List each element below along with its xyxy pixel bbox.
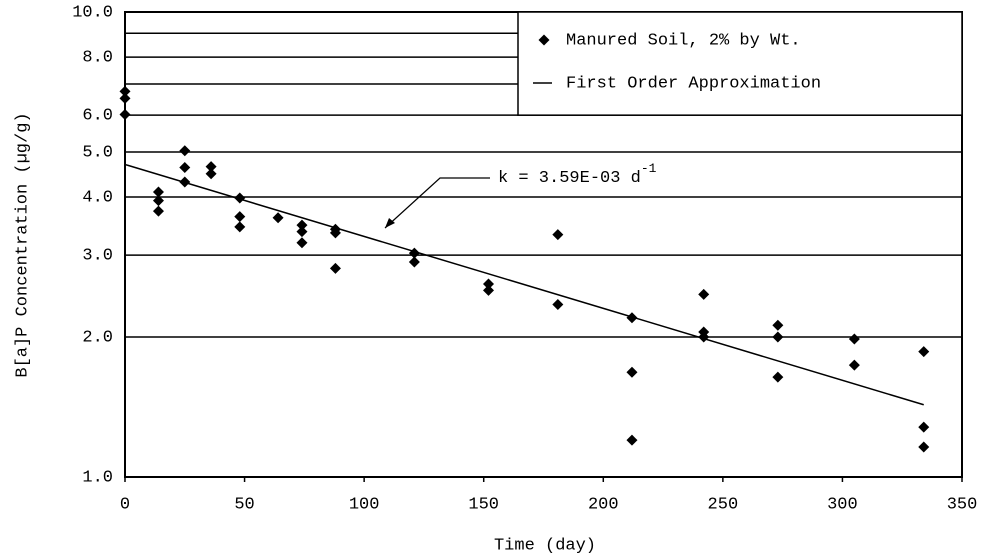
data-point	[698, 288, 710, 300]
x-tick-label: 150	[468, 495, 499, 514]
data-point	[772, 371, 784, 383]
data-point	[234, 221, 246, 233]
annotation-superscript: -1	[641, 161, 657, 176]
y-tick-label: 10.0	[72, 3, 113, 22]
data-point	[152, 205, 164, 217]
y-tick-label: 8.0	[82, 49, 113, 68]
fit-line	[124, 163, 924, 406]
data-point	[848, 333, 860, 345]
arrow-head	[385, 218, 395, 228]
x-tick-label: 50	[234, 495, 254, 514]
data-point	[272, 212, 284, 224]
data-point	[296, 219, 308, 231]
y-tick-label: 1.0	[82, 468, 113, 487]
data-point	[329, 262, 341, 274]
data-point	[296, 226, 308, 238]
y-axis-label: B[a]P Concentration (µg/g)	[13, 112, 32, 377]
data-point	[552, 298, 564, 310]
data-point	[482, 284, 494, 296]
x-tick-label: 100	[349, 495, 380, 514]
legend-label: First Order Approximation	[566, 74, 821, 93]
y-tick-label: 2.0	[82, 329, 113, 348]
data-point	[626, 434, 638, 446]
data-point	[119, 92, 131, 104]
data-point	[772, 331, 784, 343]
data-point	[918, 441, 930, 453]
data-point	[234, 211, 246, 223]
data-point	[918, 421, 930, 433]
legend-marker	[538, 34, 550, 46]
data-point	[119, 85, 131, 97]
data-point	[152, 186, 164, 198]
annotation: k = 3.59E-03 d-1	[498, 161, 657, 188]
data-point	[179, 162, 191, 174]
x-axis-label: Time (day)	[494, 536, 596, 555]
data-point	[552, 229, 564, 241]
data-point	[234, 192, 246, 204]
y-tick-label: 3.0	[82, 247, 113, 266]
y-tick-label: 4.0	[82, 189, 113, 208]
data-point	[329, 227, 341, 239]
data-point	[848, 359, 860, 371]
legend-label: Manured Soil, 2% by Wt.	[566, 31, 801, 50]
x-tick-label: 350	[947, 495, 978, 514]
x-tick-label: 250	[708, 495, 739, 514]
x-tick-label: 0	[120, 495, 130, 514]
data-point	[179, 145, 191, 157]
data-point	[626, 366, 638, 378]
x-tick-label: 200	[588, 495, 619, 514]
data-point	[482, 278, 494, 290]
annotation-text: k = 3.59E-03 d	[498, 169, 641, 188]
data-point	[296, 237, 308, 249]
y-tick-label: 6.0	[82, 107, 113, 126]
x-tick-label: 300	[827, 495, 858, 514]
legend-box	[517, 11, 963, 116]
data-point	[119, 108, 131, 120]
y-tick-label: 5.0	[82, 143, 113, 162]
data-point	[152, 195, 164, 207]
data-point	[918, 346, 930, 358]
annotation-arrow	[384, 177, 490, 229]
data-point	[772, 319, 784, 331]
data-point	[408, 256, 420, 268]
data-point	[205, 168, 217, 180]
data-point	[205, 161, 217, 173]
